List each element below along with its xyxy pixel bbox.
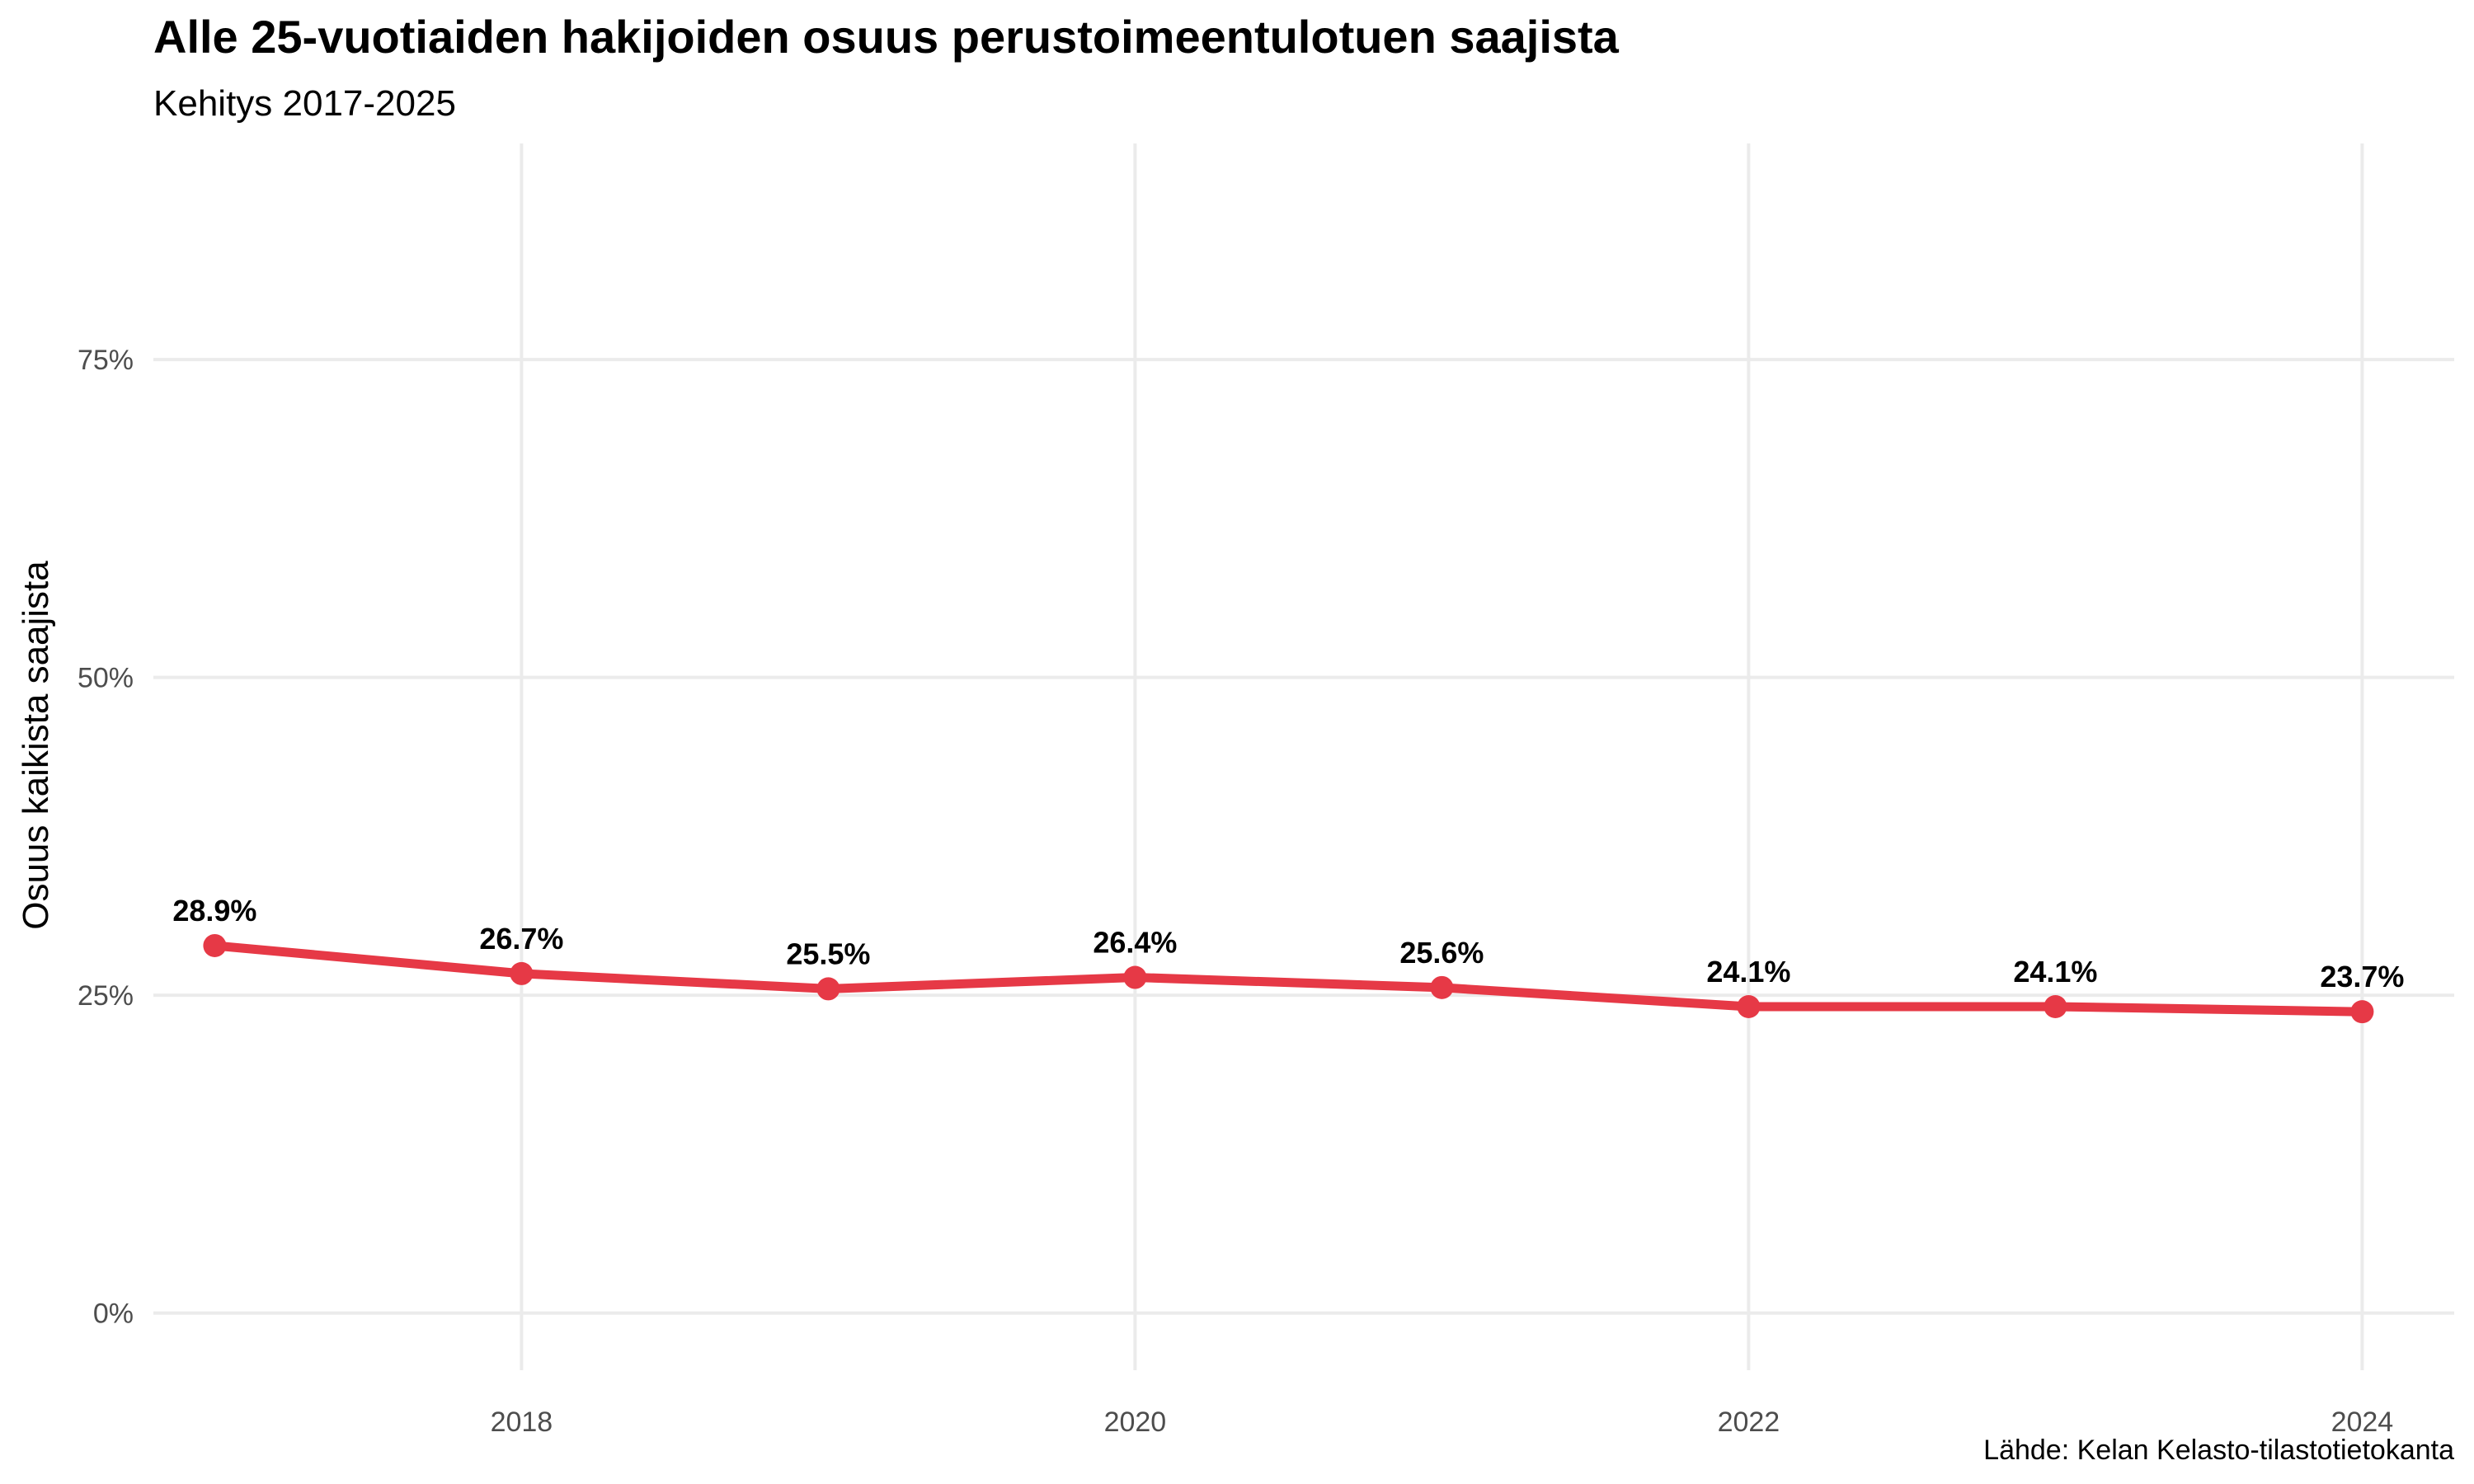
gridlines (153, 143, 2454, 1370)
data-point (2044, 994, 2067, 1018)
y-tick-label: 0% (93, 1298, 134, 1330)
y-tick-label: 50% (78, 663, 134, 694)
chart-title: Alle 25-vuotiaiden hakijoiden osuus peru… (153, 11, 1620, 63)
chart-subtitle: Kehitys 2017-2025 (153, 83, 456, 124)
x-tick-label: 2022 (1718, 1407, 1780, 1438)
y-axis-ticks: 0% 25% 50% 75% (78, 345, 134, 1329)
data-label: 28.9% (172, 894, 256, 928)
data-point (510, 961, 534, 985)
data-point (1430, 975, 1454, 999)
chart-caption: Lähde: Kelan Kelasto-tilastotietokanta (1983, 1435, 2454, 1466)
series-layer (203, 933, 2374, 1024)
data-label: 26.4% (1093, 926, 1177, 960)
x-tick-label: 2024 (2331, 1407, 2394, 1438)
data-point (1737, 994, 1761, 1018)
series-line (209, 941, 2367, 1017)
y-tick-label: 25% (78, 980, 134, 1012)
data-label: 24.1% (1706, 955, 1790, 989)
x-tick-label: 2020 (1104, 1407, 1167, 1438)
data-label: 24.1% (2013, 955, 2097, 989)
data-labels: 28.9% 26.7% 25.5% 26.4% 25.6% 24.1% 24.1% 23.7% (172, 894, 2404, 993)
data-point (2350, 1000, 2374, 1024)
data-point (203, 933, 227, 957)
data-label: 25.5% (786, 937, 870, 970)
x-tick-label: 2018 (491, 1407, 553, 1438)
y-tick-label: 75% (78, 345, 134, 376)
y-axis-title: Osuus kaikista saajista (16, 561, 56, 930)
data-label: 25.6% (1399, 936, 1484, 970)
data-label: 26.7% (479, 922, 563, 956)
x-axis-ticks: 2018 2020 2022 2024 (491, 1407, 2394, 1438)
data-point (1123, 965, 1147, 989)
data-point (816, 977, 840, 1001)
data-label: 23.7% (2320, 960, 2404, 993)
